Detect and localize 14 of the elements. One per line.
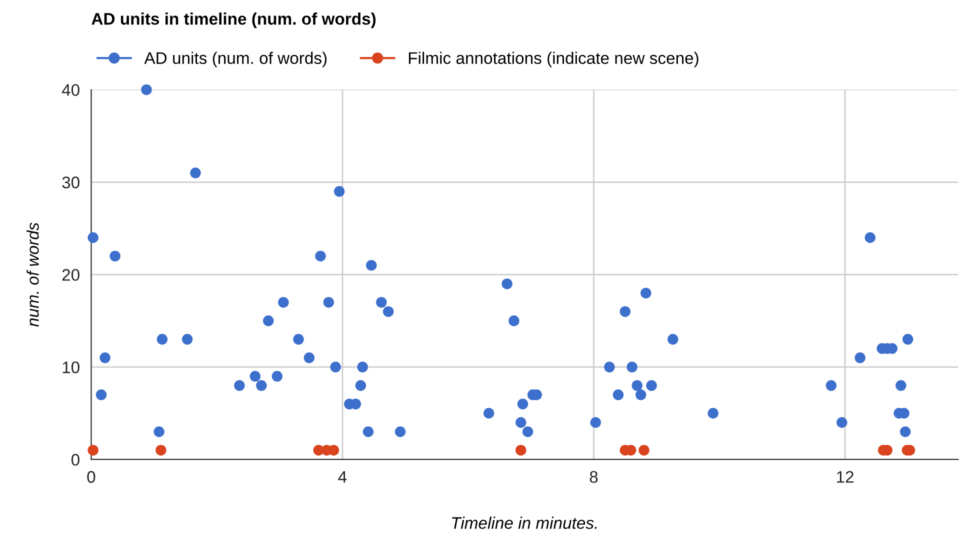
y-tick-label: 30 (62, 176, 80, 188)
y-tick-label: 10 (62, 361, 80, 374)
legend-label: AD units (num. of words) (144, 52, 327, 68)
y-tick-label: 0 (71, 454, 80, 466)
y-axis-title: num. of words (26, 222, 39, 327)
x-axis-title: Timeline in minutes. (452, 516, 597, 529)
x-tick-label: 0 (87, 471, 96, 483)
y-tick-label: 40 (62, 84, 80, 96)
x-tick-label: 8 (590, 471, 598, 483)
x-tick-label: 4 (338, 471, 347, 483)
x-tick-label: 12 (837, 471, 854, 483)
y-tick-label: 20 (62, 268, 80, 281)
legend-label: Filmic annotations (indicate new scene) (408, 52, 698, 68)
chart-title: AD units in timeline (num. of words) (92, 12, 376, 28)
